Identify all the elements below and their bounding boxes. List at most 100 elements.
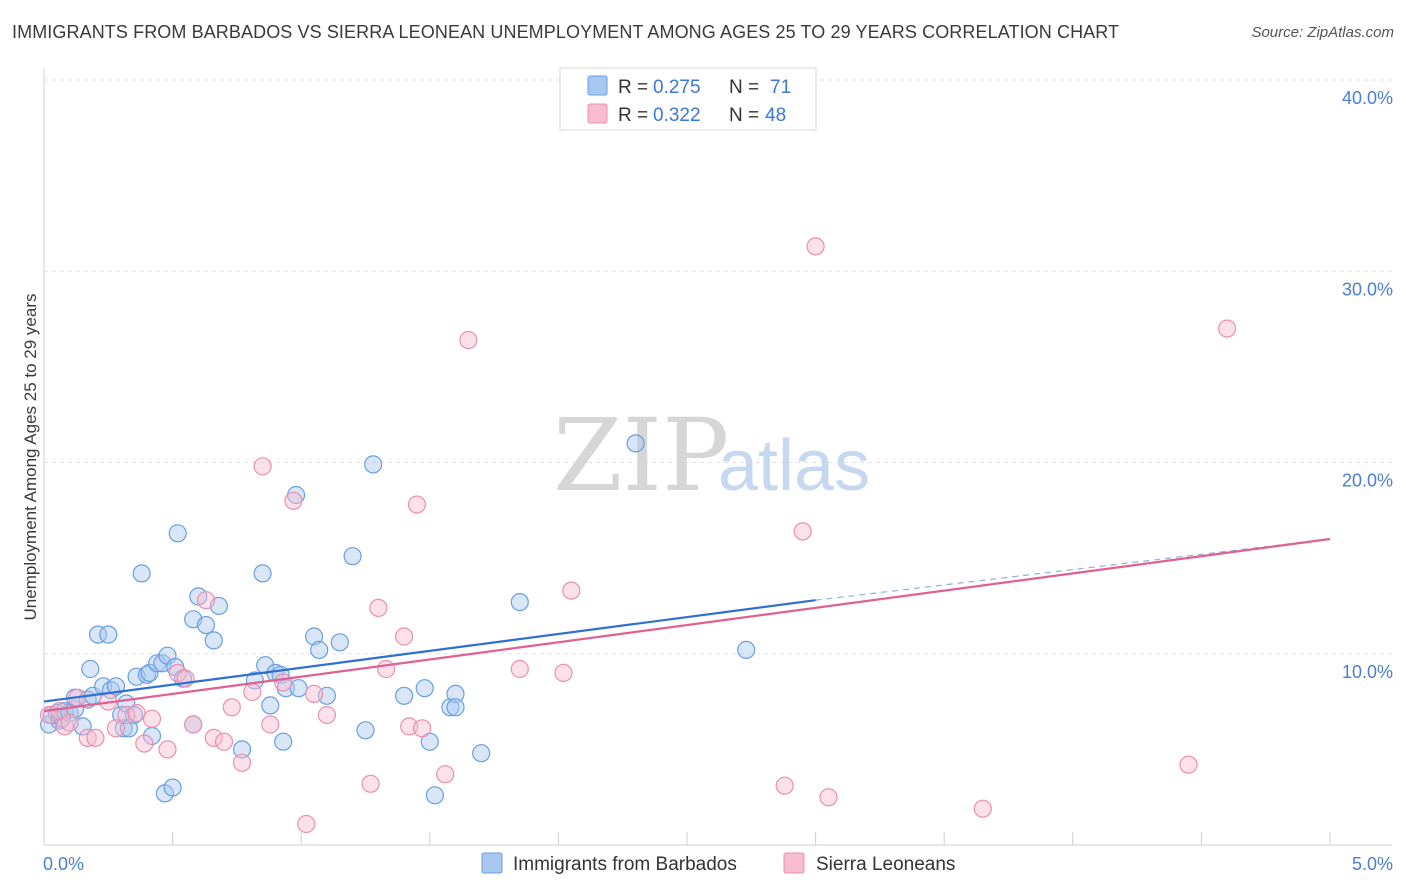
point-barbados [395,686,414,705]
point-barbados [137,665,156,684]
point-sierra [413,719,432,738]
point-barbados [114,719,133,738]
point-barbados [441,698,460,717]
point-barbados [232,740,252,759]
point-barbados [356,721,375,740]
point-sierra [60,713,79,732]
point-sierra [86,728,105,748]
point-sierra [317,705,336,725]
point-sierra [819,788,838,807]
point-barbados [163,778,182,797]
point-sierra [274,673,293,692]
point-barbados [446,698,465,717]
point-barbados [256,656,275,675]
bottom-legend-label-sierra: Sierra Leoneans [816,854,955,875]
point-barbados [446,684,465,704]
legend-swatch-sierra [587,103,608,124]
watermark-zip: ZIP [553,397,729,514]
bottom-legend-label-barbados: Immigrants from Barbados [513,854,737,875]
point-sierra [459,331,478,350]
point-barbados [310,640,329,660]
point-sierra [793,522,812,541]
legend-r-label-sierra: R = [618,105,648,126]
point-sierra [1179,755,1198,774]
point-barbados [626,434,645,453]
point-sierra [775,776,794,795]
legend-r-value-sierra: 0.322 [653,105,701,126]
bottom-legend-swatch-barbados [481,852,503,874]
point-sierra [243,682,262,702]
point-sierra [78,728,97,748]
point-barbados [253,564,272,583]
point-sierra [184,715,203,734]
point-sierra [158,740,177,759]
point-sierra [106,719,126,738]
y-axis-label: Unemployment Among Ages 25 to 29 years [21,294,40,621]
point-sierra [973,799,992,818]
legend-n-label-barbados: N = [729,77,759,98]
point-sierra [562,581,581,600]
legend-swatch-barbados [587,75,608,96]
watermark-atlas: atlas [718,426,870,506]
legend-n-value-sierra: 48 [765,105,786,126]
point-barbados [204,631,223,650]
point-sierra [361,774,380,793]
point-barbados [510,592,529,612]
point-sierra [1217,319,1237,338]
point-sierra [222,698,241,717]
point-barbados [148,654,167,673]
y-tick-labels: 10.0% 20.0% 30.0% 40.0% [1342,88,1393,682]
point-sierra [554,663,573,683]
point-sierra [369,598,388,618]
point-barbados [88,625,108,644]
legend-r-value-barbados: 0.275 [653,77,701,98]
point-sierra [253,457,272,476]
point-barbados [196,615,216,635]
point-sierra [297,814,316,834]
point-barbados [472,744,491,763]
point-sierra [142,709,162,728]
point-sierra [284,491,303,510]
axes [43,68,1392,846]
point-barbados [124,705,144,725]
data-points [39,237,1237,834]
point-sierra [806,237,825,256]
legend-r-label-barbados: R = [618,77,648,98]
point-barbados [245,671,264,690]
point-barbados [289,679,308,698]
point-barbados [364,455,383,474]
legend-n-label-sierra: N = [729,105,759,126]
point-barbados [132,564,151,583]
point-barbados [737,640,756,660]
point-sierra [377,659,396,679]
point-barbados [261,696,280,715]
point-barbados [415,679,434,698]
point-sierra [204,728,223,748]
point-barbados [420,732,439,751]
point-barbados [81,659,100,679]
point-sierra [196,591,216,610]
x-tick-label-max: 5.0% [1352,854,1393,874]
point-sierra [510,659,529,679]
point-sierra [214,732,234,751]
trend-lines [43,537,1331,713]
x-tick-label-min: 0.0% [43,854,84,874]
bottom-legend-swatch-sierra [783,852,805,874]
y-tick-label: 30.0% [1342,279,1393,299]
legend-n-value-barbados: 71 [770,77,791,98]
point-barbados [99,625,118,644]
source-credit: Source: ZipAtlas.com [1251,24,1394,41]
trend-line-barbados-extension [815,538,1331,601]
point-sierra [232,753,252,772]
series-legend: Immigrants from Barbados Sierra Leoneans [481,852,955,875]
y-tick-label: 40.0% [1342,88,1393,108]
gridlines [44,79,1392,655]
point-barbados [425,786,444,805]
point-barbados [343,547,362,566]
point-sierra [261,715,280,734]
y-tick-label: 10.0% [1342,662,1393,682]
y-tick-label: 20.0% [1342,471,1393,491]
point-sierra [436,765,455,784]
point-sierra [407,495,426,514]
